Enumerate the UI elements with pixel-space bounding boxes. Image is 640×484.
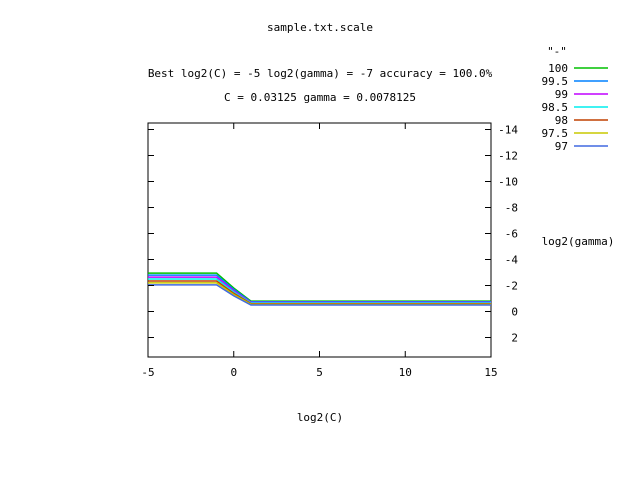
y-tick-label: -4: [505, 254, 519, 267]
y-tick-label: -2: [505, 280, 518, 293]
x-tick-label: 0: [230, 366, 237, 379]
y-axis-label: log2(gamma): [542, 235, 615, 248]
legend-label-98.5: 98.5: [542, 101, 569, 114]
x-tick-label: 5: [316, 366, 323, 379]
legend-label-100: 100: [548, 62, 568, 75]
legend-label-98: 98: [555, 114, 568, 127]
plot-frame: [147, 122, 492, 358]
legend-label-97: 97: [555, 140, 568, 153]
best-parameters-line: Best log2(C) = -5 log2(gamma) = -7 accur…: [148, 67, 493, 80]
y-tick-label: 0: [511, 306, 518, 319]
chart-title: sample.txt.scale: [267, 21, 373, 34]
x-tick-label: -5: [141, 366, 154, 379]
y-tick-label: -6: [505, 228, 518, 241]
y-tick-label: 2: [511, 332, 518, 345]
legend-label-97.5: 97.5: [542, 127, 569, 140]
x-axis-label: log2(C): [297, 411, 343, 424]
x-tick-label: 15: [484, 366, 497, 379]
legend-title: "-": [547, 45, 567, 58]
series-line-97: [148, 284, 491, 306]
legend-label-99: 99: [555, 88, 568, 101]
y-tick-label: -10: [498, 176, 518, 189]
y-tick-label: -14: [498, 124, 518, 137]
y-tick-label: -12: [498, 150, 518, 163]
c-gamma-line: C = 0.03125 gamma = 0.0078125: [224, 91, 416, 104]
y-tick-label: -8: [505, 202, 518, 215]
x-ticks: -5 0 5 10 15: [141, 123, 498, 379]
series-layer: [148, 272, 491, 306]
y-ticks: -14 -12 -10 -8 -6 -4 -2 0 2: [148, 124, 518, 345]
legend-label-99.5: 99.5: [542, 75, 569, 88]
x-tick-label: 10: [399, 366, 412, 379]
